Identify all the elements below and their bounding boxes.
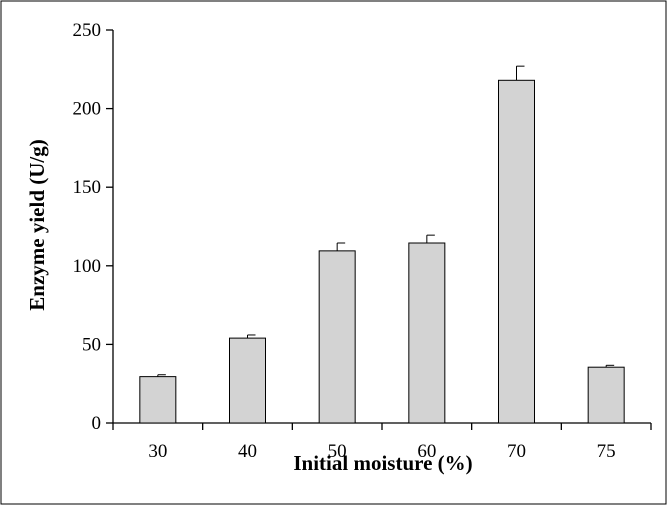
y-tick-label: 50 (82, 334, 101, 355)
bar-50 (318, 250, 356, 424)
x-tick-label-60: 60 (417, 441, 436, 462)
bar-75 (587, 366, 625, 424)
y-tick-label: 200 (73, 99, 102, 120)
x-tick-label-75: 75 (597, 441, 616, 462)
x-axis-title: Initial moisture (%) (293, 451, 472, 475)
bar-60 (408, 242, 446, 424)
x-tick-label-40: 40 (238, 441, 257, 462)
y-tick-label: 150 (73, 177, 102, 198)
y-tick-label: 250 (73, 20, 102, 41)
bar-30 (139, 376, 177, 424)
bar-40 (229, 337, 266, 424)
bar-70 (498, 79, 535, 424)
tick-labels: 0 50 100 150 200 250 30 40 50 60 70 75 (73, 20, 616, 462)
y-tick-label: 0 (92, 413, 102, 434)
x-tick-label-30: 30 (148, 441, 167, 462)
axes (106, 29, 652, 430)
y-tick-label: 100 (73, 256, 102, 277)
x-tick-label-50: 50 (328, 441, 347, 462)
x-tick-label-70: 70 (507, 441, 526, 462)
bars (139, 65, 625, 424)
y-axis-title: Enzyme yield (U/g) (25, 139, 49, 310)
